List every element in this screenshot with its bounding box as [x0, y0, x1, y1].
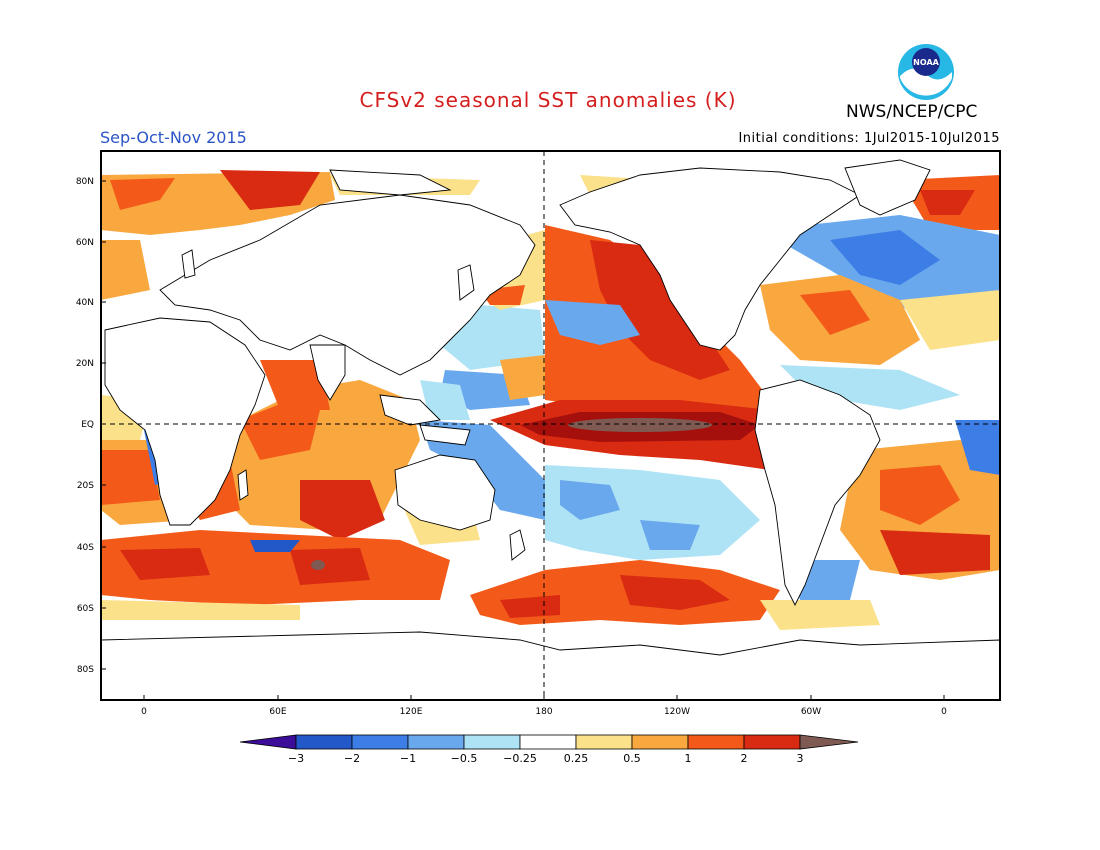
colorbar-box [351, 734, 409, 750]
latitude-axis: 80N 60N 40N 20N EQ 20S 40S 60S 80S [76, 177, 106, 675]
lat-label: 40S [77, 543, 94, 553]
antarctica [101, 631, 1000, 700]
map-frame [100, 150, 1001, 701]
colorbar-label: −1 [400, 752, 416, 765]
sst-anomaly-field [101, 151, 1000, 700]
colorbar-label: −0.5 [451, 752, 478, 765]
lon-label: 120W [664, 707, 690, 717]
lon-label: 120E [400, 707, 423, 717]
lat-label: 20S [77, 481, 94, 491]
colorbar-arrow-low [239, 734, 297, 750]
colorbar-label: −2 [344, 752, 360, 765]
longitude-axis: 0 60E 120E 180 120W 60W 0 [141, 695, 947, 717]
south-america [754, 379, 881, 607]
lat-label: EQ [81, 420, 94, 430]
colorbar-label: 3 [797, 752, 804, 765]
colorbar-label: −3 [288, 752, 304, 765]
colorbar-arrow-high [799, 734, 859, 750]
colorbar-label: 0.25 [564, 752, 589, 765]
colorbar-label: 1 [685, 752, 692, 765]
lon-label: 60E [269, 707, 286, 717]
colorbar-label: 0.5 [623, 752, 641, 765]
season-label: Sep-Oct-Nov 2015 [100, 128, 247, 147]
initial-conditions-label: Initial conditions: 1Jul2015-10Jul2015 [738, 131, 1000, 146]
colorbar-label: −0.25 [503, 752, 537, 765]
organization-label: NWS/NCEP/CPC [846, 102, 978, 122]
africa [104, 317, 266, 526]
colorbar-box [575, 734, 633, 750]
land-mask [101, 159, 1000, 700]
colorbar-box [687, 734, 745, 750]
colorbar-box [407, 734, 465, 750]
anomaly-core-nino34 [568, 418, 712, 432]
lat-label: 80S [77, 665, 94, 675]
noaa-logo: NOAA [898, 44, 954, 100]
lat-label: 60N [76, 238, 94, 248]
colorbar-box [743, 734, 801, 750]
lat-label: 20N [76, 359, 94, 369]
lon-label: 0 [141, 707, 147, 717]
lat-label: 80N [76, 177, 94, 187]
svg-text:NOAA: NOAA [913, 58, 939, 67]
lat-label: 60S [77, 604, 94, 614]
colorbar: −3 −2 −1 −0.5 −0.25 0.25 0.5 1 2 3 [239, 734, 859, 765]
lon-label: 60W [801, 707, 821, 717]
greenland [844, 159, 931, 216]
eurasia [159, 194, 536, 376]
australia [394, 454, 496, 531]
colorbar-label: 2 [741, 752, 748, 765]
india [309, 344, 346, 401]
north-america [559, 167, 861, 351]
colorbar-box [519, 734, 577, 750]
lat-label: 40N [76, 298, 94, 308]
map-title: CFSv2 seasonal SST anomalies (K) [359, 88, 737, 112]
colorbar-box [295, 734, 353, 750]
colorbar-box [463, 734, 521, 750]
lon-label: 0 [941, 707, 947, 717]
lon-label: 180 [535, 707, 552, 717]
colorbar-box [631, 734, 689, 750]
